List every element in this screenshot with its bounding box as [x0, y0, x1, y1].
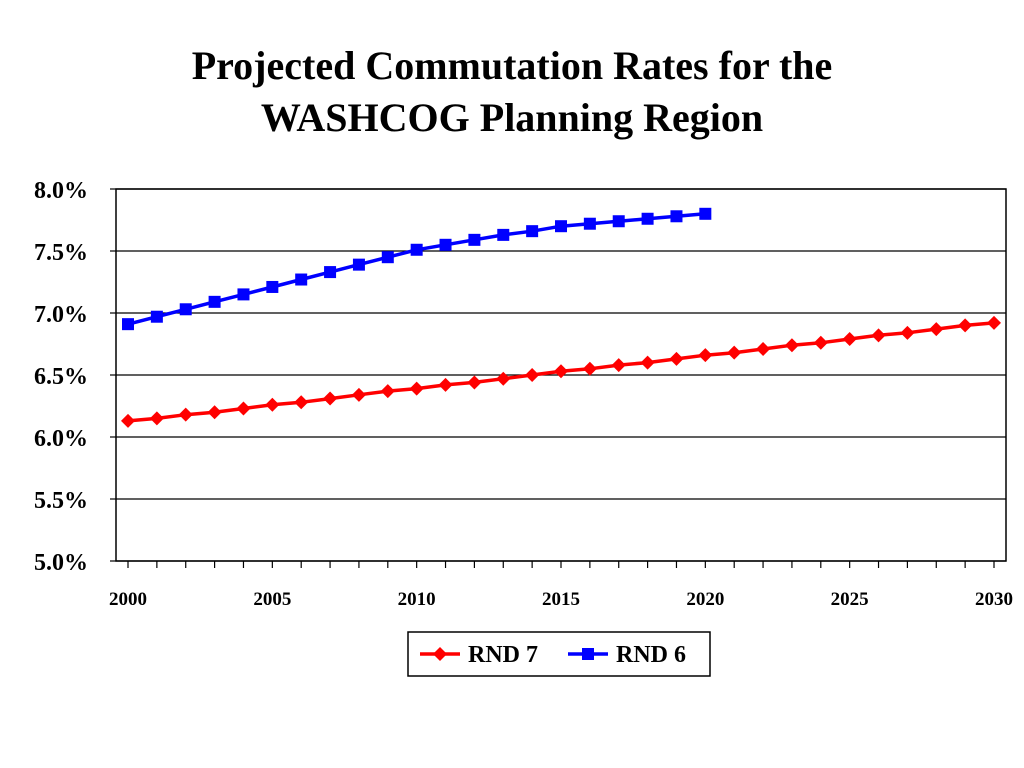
legend-item: RND 7 [420, 642, 538, 668]
x-tick-label: 2025 [831, 589, 869, 610]
y-axis: 8.0% 7.5% 7.0% 6.5% 6.0% 5.5% 5.0% [34, 178, 116, 576]
data-point [698, 348, 713, 363]
y-tick-label: 6.0% [34, 426, 88, 452]
data-point [958, 318, 973, 333]
data-point [122, 318, 134, 331]
legend-marker [433, 647, 447, 661]
data-point [295, 273, 308, 286]
data-point [842, 332, 857, 347]
series-rnd-6 [122, 207, 712, 331]
data-point [207, 405, 222, 420]
data-point [438, 377, 453, 392]
data-point [929, 322, 944, 337]
data-point [351, 387, 366, 402]
data-point [727, 345, 742, 360]
data-point [582, 361, 597, 376]
y-tick-label: 7.0% [34, 302, 88, 328]
series-layer [121, 207, 1001, 428]
y-tick-label: 8.0% [34, 178, 88, 204]
y-tick-label: 6.5% [34, 364, 88, 390]
data-point [813, 335, 828, 350]
data-point [237, 288, 250, 301]
legend: RND 7 RND 6 [407, 631, 711, 677]
data-point [323, 391, 338, 406]
data-point [150, 310, 163, 323]
x-axis: 2000 2005 2010 2015 2020 2025 2030 [109, 561, 1013, 610]
x-tick-label: 2000 [109, 589, 147, 610]
data-point [497, 228, 510, 241]
data-point [526, 225, 539, 238]
x-tick-label: 2030 [975, 589, 1013, 610]
data-point [555, 220, 567, 233]
data-point [324, 266, 337, 279]
data-point [468, 233, 481, 246]
y-tick-label: 5.5% [34, 488, 88, 514]
y-tick-label: 7.5% [34, 240, 88, 266]
chart-title: Projected Commutation Rates for the WASH… [0, 40, 1024, 144]
data-point [641, 212, 654, 225]
x-tick-label: 2020 [686, 589, 724, 610]
data-point [208, 295, 221, 308]
data-point [179, 303, 192, 316]
data-point [410, 243, 423, 256]
legend-item: RND 6 [568, 642, 686, 668]
data-point [583, 217, 596, 230]
x-tick-label: 2015 [542, 589, 580, 610]
data-point [409, 381, 424, 396]
series-rnd-7 [121, 315, 1001, 428]
x-tick-label: 2005 [253, 589, 291, 610]
data-point [149, 411, 164, 426]
data-point [121, 413, 135, 428]
legend-label: RND 7 [468, 642, 538, 668]
data-point [496, 371, 511, 386]
data-point [699, 207, 712, 220]
legend-label: RND 6 [616, 642, 686, 668]
chart-title-line-2: WASHCOG Planning Region [260, 95, 764, 140]
data-point [178, 407, 193, 422]
data-point [669, 351, 684, 366]
x-tick-label: 2010 [398, 589, 436, 610]
data-point [611, 358, 626, 373]
data-point [756, 341, 771, 356]
data-point [439, 238, 452, 251]
data-point [871, 328, 886, 343]
data-point [784, 338, 799, 353]
data-point [640, 355, 655, 370]
data-point [467, 375, 482, 390]
data-point [612, 215, 625, 228]
data-point [381, 251, 394, 264]
data-point [266, 280, 279, 293]
data-point [352, 258, 365, 271]
data-point [380, 384, 395, 399]
data-point [987, 315, 1001, 330]
legend-marker [582, 648, 594, 660]
data-point [236, 401, 251, 416]
data-point [554, 364, 568, 379]
chart-title-line-1: Projected Commutation Rates for the [191, 43, 833, 88]
data-point [294, 395, 309, 410]
data-point [670, 210, 683, 223]
y-tick-label: 5.0% [34, 550, 88, 576]
data-point [265, 397, 280, 412]
data-point [525, 368, 540, 382]
data-point [900, 325, 915, 340]
